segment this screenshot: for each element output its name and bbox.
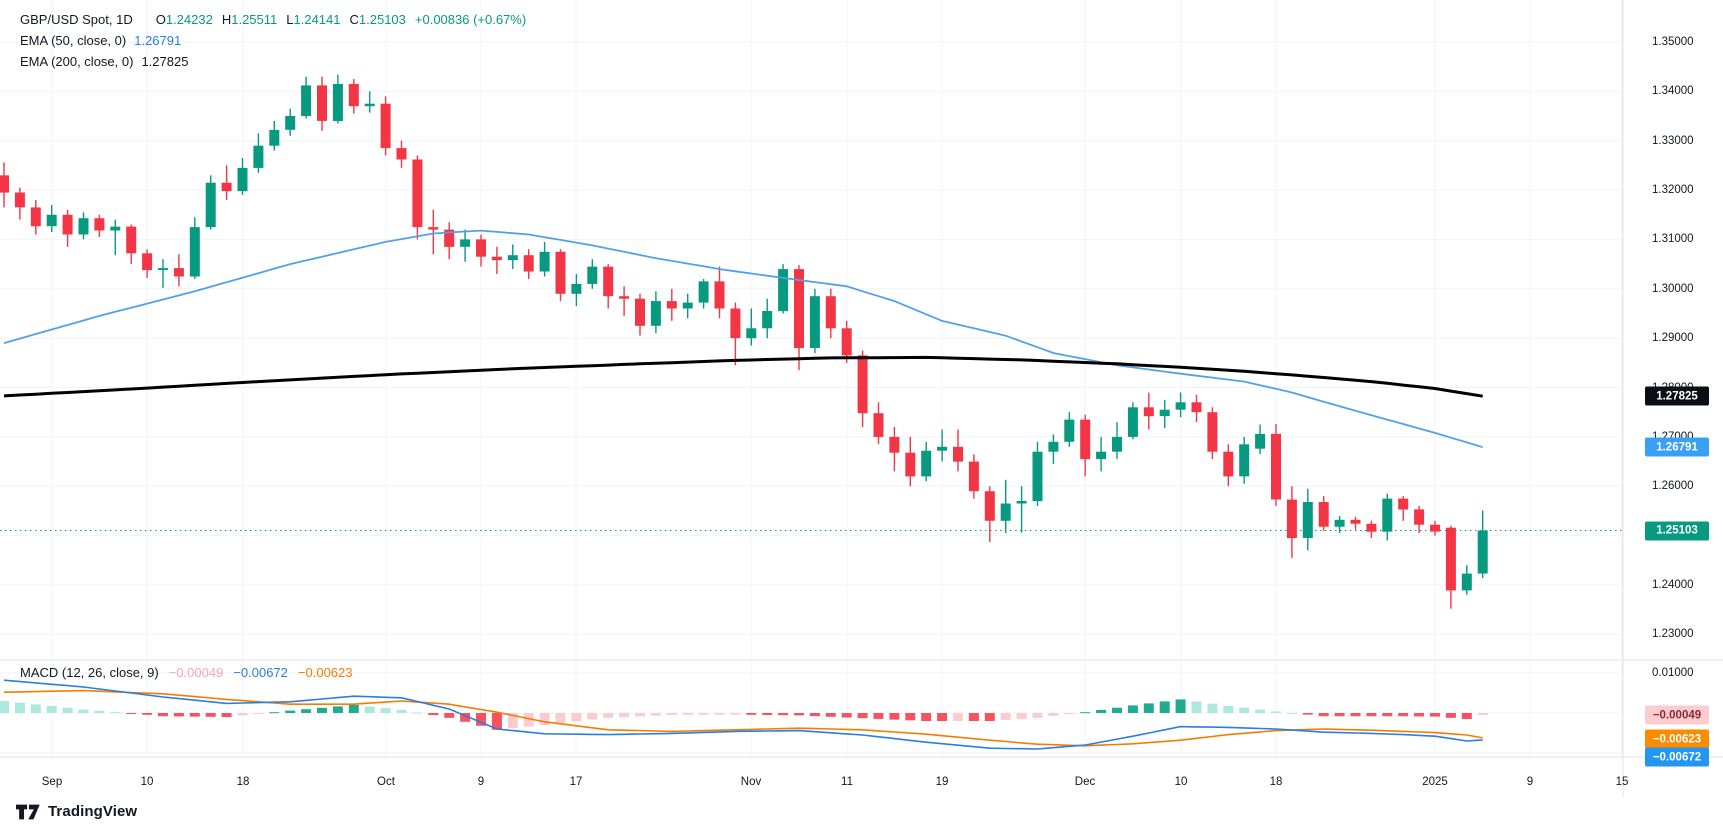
symbol-title[interactable]: GBP/USD Spot, 1D [20,12,133,27]
macd-histogram [0,699,1488,730]
change-value: +0.00836 (+0.67%) [414,12,527,27]
last-price-tag: 1.25103 [1645,521,1709,540]
low-value: 1.24141 [293,12,341,27]
macd-axis-label: 0.01000 [1652,667,1694,679]
pane-legend: GBP/USD Spot, 1D O1.24232 H1.25511 L1.24141… [20,9,526,72]
time-axis-label: 18 [236,776,250,788]
price-axis-label: 1.30000 [1652,282,1694,295]
ema200-legend-row[interactable]: EMA (200, close, 0) 1.27825 [20,51,526,72]
time-axis-label: Oct [377,776,395,788]
time-axis-label: 10 [1174,776,1188,788]
pane-separators [0,0,1723,797]
macd-legend-row[interactable]: MACD (12, 26, close, 9) −0.00049 −0.00672−… [20,665,353,680]
macd-hist-value: −0.00049 [168,665,224,680]
open-value: 1.24232 [165,12,213,27]
macd-histogram-tag: −0.00049 [1645,705,1709,725]
price-axis-label: 1.35000 [1652,36,1694,48]
macd-line-tag: −0.00672 [1645,747,1709,767]
ema50-label: EMA (50, close, 0) [20,33,127,48]
time-axis-label: 19 [935,776,949,788]
candles [0,74,1488,609]
ema50-price-tag: 1.26791 [1645,437,1709,457]
time-axis-label: 9 [477,776,485,788]
macd-label: MACD (12, 26, close, 9) [20,665,159,680]
time-axis-label: 11 [841,776,853,788]
tradingview-mark-icon [16,804,40,819]
tradingview-logo[interactable]: TradingView [16,803,137,820]
time-axis-label: 2025 [1422,776,1448,788]
price-axis-label: 1.26000 [1652,480,1694,493]
low-label: L [286,12,294,27]
price-axis-label: 1.31000 [1652,233,1694,246]
price-axis-label: 1.24000 [1652,579,1694,591]
macd-lines [3,679,1483,750]
high-label: H [221,12,232,27]
open-label: O [155,12,166,27]
ema200-label: EMA (200, close, 0) [20,54,134,69]
symbol-legend-row[interactable]: GBP/USD Spot, 1D O1.24232 H1.25511 L1.24141… [20,9,526,30]
time-axis-label: 17 [569,776,583,788]
price-axis-label: 1.34000 [1652,85,1694,98]
time-axis-label: Nov [740,776,762,788]
time-axis-label: Dec [1074,776,1096,788]
tradingview-logo-text: TradingView [48,803,138,820]
time-axis-label: 9 [1526,776,1534,788]
price-axis-label: 1.32000 [1652,184,1694,197]
ema-lines [3,229,1483,449]
macd-signal-tag: −0.00623 [1645,729,1709,749]
time-axis-label: Sep [41,776,63,788]
price-axis-label: 1.33000 [1652,134,1694,147]
high-value: 1.25511 [231,12,278,27]
grid-lines [0,0,1623,757]
price-axis-label: 1.29000 [1652,332,1694,345]
macd-signal-value: −0.00623 [297,665,353,680]
ema50-legend-row[interactable]: EMA (50, close, 0) 1.26791 [20,30,526,51]
time-axis-label: 15 [1615,776,1629,788]
price-axis-label: 1.23000 [1652,628,1694,641]
close-label: C [349,12,359,27]
close-value: 1.25103 [358,12,406,27]
macd-line-value: −0.00672 [233,665,288,680]
ema200-price-tag: 1.27825 [1645,386,1709,406]
ema200-value: 1.27825 [141,54,189,69]
time-axis-label: 18 [1269,776,1283,788]
ema50-value: 1.26791 [134,33,182,48]
time-axis-label: 10 [140,776,154,788]
